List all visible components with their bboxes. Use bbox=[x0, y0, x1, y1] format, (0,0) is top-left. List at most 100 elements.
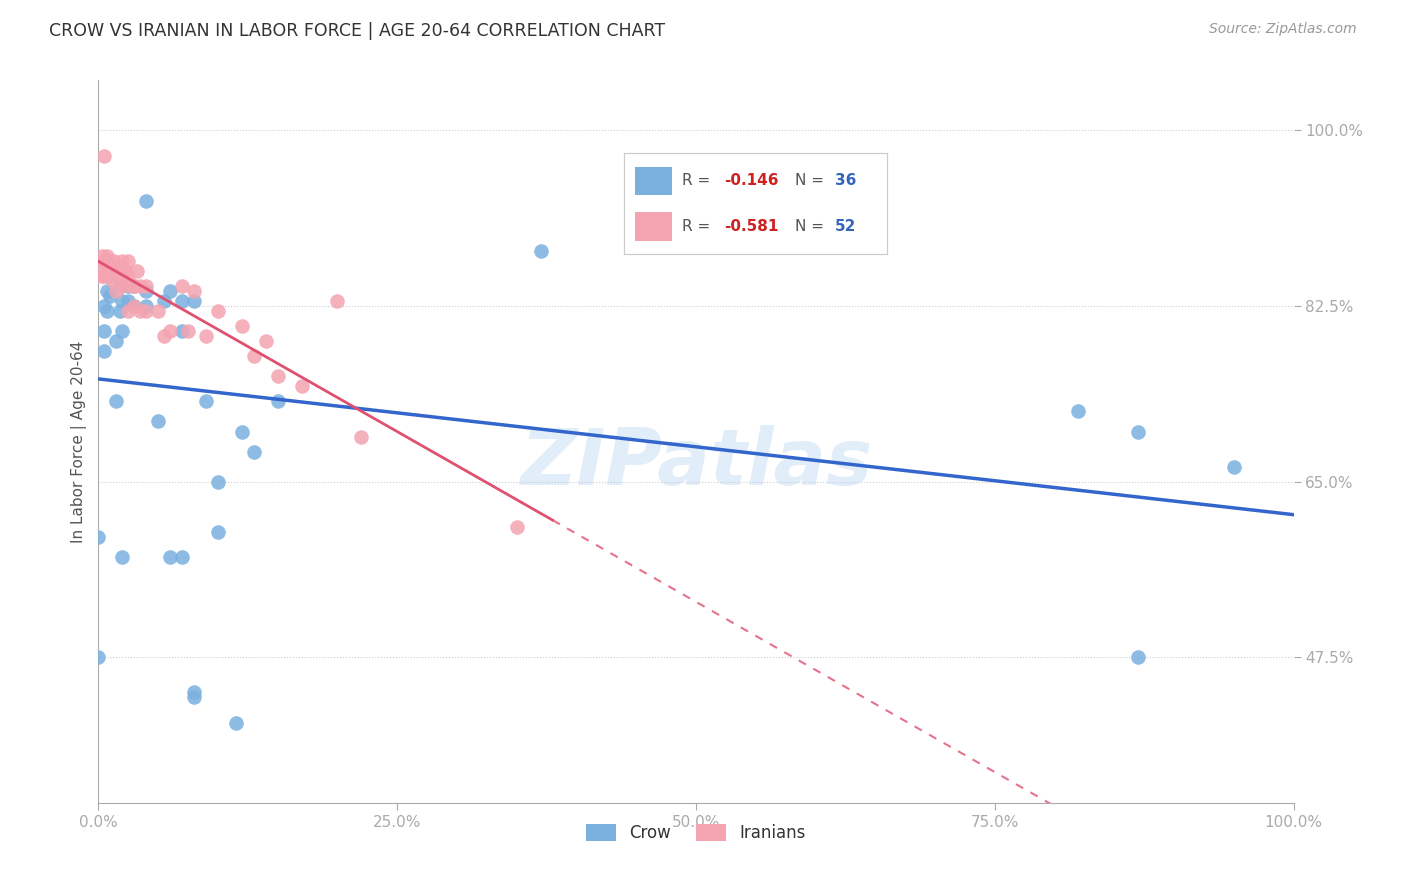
Point bbox=[1223, 459, 1246, 474]
Point bbox=[91, 249, 114, 263]
Point bbox=[117, 293, 139, 308]
Point bbox=[153, 329, 176, 343]
Point bbox=[117, 268, 139, 283]
Point bbox=[93, 299, 115, 313]
Point bbox=[124, 279, 146, 293]
Point bbox=[94, 253, 117, 268]
Point bbox=[114, 264, 136, 278]
Point bbox=[326, 293, 349, 308]
Point bbox=[111, 324, 134, 338]
Point bbox=[231, 425, 253, 439]
Point bbox=[93, 324, 115, 338]
Point bbox=[108, 304, 131, 318]
Point bbox=[97, 253, 120, 268]
Point bbox=[98, 289, 122, 303]
Legend: Crow, Iranians: Crow, Iranians bbox=[579, 817, 813, 848]
Point bbox=[121, 279, 143, 293]
Point bbox=[183, 284, 205, 298]
Point bbox=[105, 264, 128, 278]
Point bbox=[124, 299, 146, 313]
Point bbox=[172, 549, 194, 564]
Point bbox=[101, 264, 124, 278]
Y-axis label: In Labor Force | Age 20-64: In Labor Force | Age 20-64 bbox=[72, 341, 87, 542]
Point bbox=[172, 324, 194, 338]
Point bbox=[108, 259, 131, 273]
Point bbox=[183, 685, 205, 699]
Point bbox=[87, 650, 110, 665]
Point bbox=[124, 299, 146, 313]
Point bbox=[117, 279, 139, 293]
Point bbox=[225, 715, 247, 730]
Point bbox=[125, 264, 148, 278]
Point bbox=[98, 253, 121, 268]
Point bbox=[93, 344, 115, 359]
Point bbox=[267, 394, 290, 409]
Point bbox=[111, 293, 134, 308]
Point bbox=[148, 414, 170, 429]
Point bbox=[98, 268, 122, 283]
Point bbox=[97, 253, 120, 268]
Point bbox=[267, 369, 290, 384]
Point bbox=[207, 304, 229, 318]
Point bbox=[111, 279, 134, 293]
Point bbox=[105, 394, 128, 409]
Text: Source: ZipAtlas.com: Source: ZipAtlas.com bbox=[1209, 22, 1357, 37]
Point bbox=[153, 293, 176, 308]
Point bbox=[97, 268, 120, 283]
Point bbox=[87, 530, 110, 544]
Point bbox=[91, 253, 114, 268]
Point bbox=[135, 279, 157, 293]
Point bbox=[135, 299, 157, 313]
Point bbox=[243, 349, 266, 363]
Point bbox=[177, 324, 200, 338]
Point bbox=[91, 264, 114, 278]
Point bbox=[98, 264, 122, 278]
Point bbox=[159, 549, 181, 564]
Point bbox=[114, 274, 136, 288]
Point bbox=[108, 279, 131, 293]
Point bbox=[96, 284, 118, 298]
Point bbox=[101, 274, 124, 288]
Point bbox=[129, 304, 152, 318]
Point bbox=[207, 475, 229, 489]
Point bbox=[96, 249, 118, 263]
Point bbox=[1067, 404, 1090, 418]
Point bbox=[231, 319, 253, 334]
Point bbox=[135, 194, 157, 208]
Point bbox=[207, 524, 229, 539]
Point bbox=[148, 304, 170, 318]
Point bbox=[124, 279, 146, 293]
Point bbox=[183, 690, 205, 705]
Point bbox=[111, 549, 134, 564]
Point bbox=[117, 304, 139, 318]
Point bbox=[94, 264, 117, 278]
Point bbox=[243, 444, 266, 458]
Text: ZIPatlas: ZIPatlas bbox=[520, 425, 872, 501]
Text: CROW VS IRANIAN IN LABOR FORCE | AGE 20-64 CORRELATION CHART: CROW VS IRANIAN IN LABOR FORCE | AGE 20-… bbox=[49, 22, 665, 40]
Point bbox=[506, 520, 529, 534]
Point bbox=[172, 279, 194, 293]
Point bbox=[291, 379, 314, 393]
Point bbox=[93, 253, 115, 268]
Point bbox=[117, 253, 139, 268]
Point bbox=[254, 334, 277, 348]
Point bbox=[172, 293, 194, 308]
Point bbox=[105, 334, 128, 348]
Point bbox=[105, 284, 128, 298]
Point bbox=[1128, 425, 1150, 439]
Point bbox=[183, 293, 205, 308]
Point bbox=[1128, 650, 1150, 665]
Point bbox=[91, 268, 114, 283]
Point bbox=[96, 304, 118, 318]
Point bbox=[98, 268, 122, 283]
Point bbox=[135, 304, 157, 318]
Point bbox=[135, 284, 157, 298]
Point bbox=[159, 324, 181, 338]
Point bbox=[108, 268, 131, 283]
Point bbox=[93, 148, 115, 162]
Point bbox=[195, 329, 218, 343]
Point bbox=[530, 244, 553, 258]
Point bbox=[111, 253, 134, 268]
Point bbox=[103, 253, 125, 268]
Point bbox=[195, 394, 218, 409]
